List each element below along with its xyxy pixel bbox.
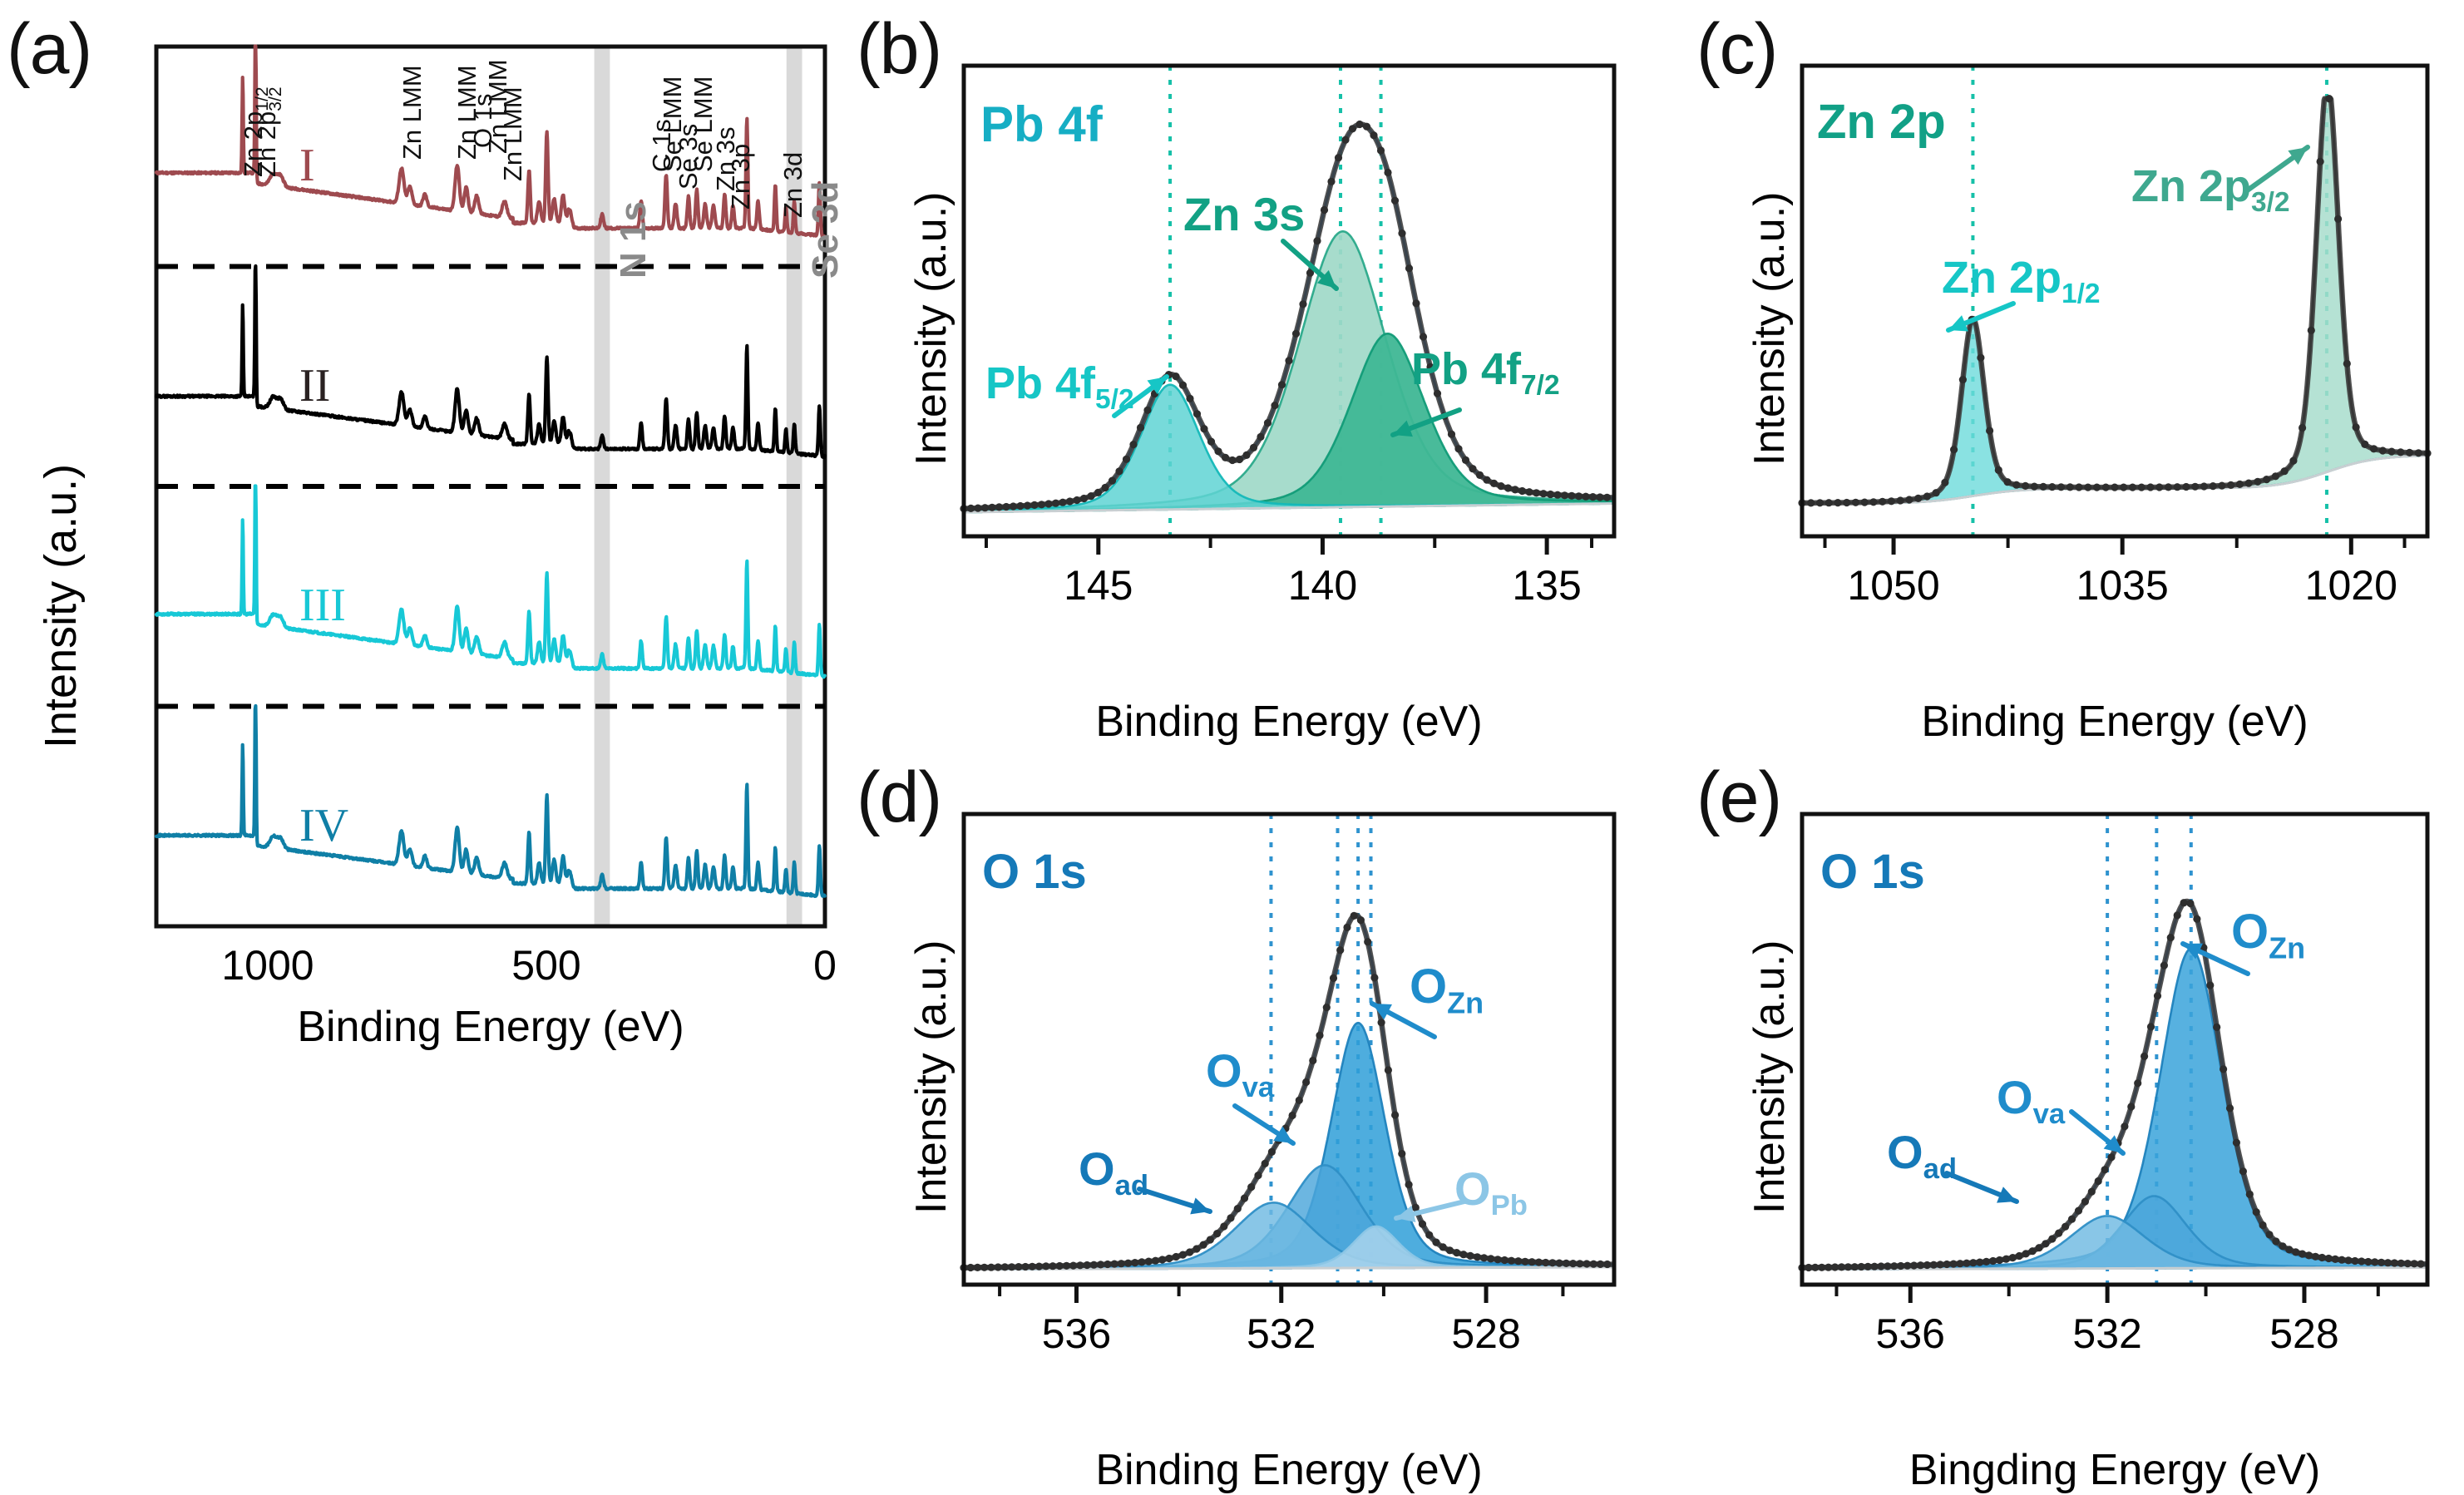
panel-b-anno-pb4f72: Pb 4f7/2 <box>1411 344 1560 401</box>
panel-a-peak-label-1: Zn 2p3/2 <box>251 86 285 177</box>
panel-b-xlabel: Binding Energy (eV) <box>1095 698 1483 746</box>
panel-b-arrow-pb4f72 <box>1390 407 1462 437</box>
panel-c-ylabel: Intensity (a.u.) <box>1746 191 1794 466</box>
panel-c-title: Zn 2p <box>1817 95 1946 149</box>
panel-a-curve-label-3: III <box>299 580 346 632</box>
panel-b-plot <box>960 62 1617 578</box>
panel-c-anno-zn2p12: Zn 2p1/2 <box>1942 253 2101 309</box>
panel-d-label: (d) <box>857 757 942 837</box>
panel-a-peak-label-12: Zn 3p <box>725 143 755 210</box>
panel-e-label: (e) <box>1696 757 1782 837</box>
panel-a-curve-label-4: IV <box>299 799 349 851</box>
panel-d-anno-opb: OPb <box>1454 1162 1528 1222</box>
panel-c-label: (c) <box>1696 9 1778 89</box>
panel-a-peak-label-6: Zn LMM <box>498 86 528 181</box>
panel-d-xlabel: Binding Energy (eV) <box>1095 1446 1483 1494</box>
panel-d-plot <box>960 811 1617 1326</box>
panel-e-xtick-536: 536 <box>1875 1310 1945 1357</box>
panel-a-label: (a) <box>7 9 92 89</box>
panel-a-curve-label-1: I <box>299 140 315 192</box>
panel-d-xtick-532: 532 <box>1247 1310 1316 1357</box>
panel-c-xtick-1035: 1035 <box>2076 562 2169 609</box>
panel-d-anno-oad: Oad <box>1079 1142 1149 1202</box>
panel-e-xtick-528: 528 <box>2269 1310 2339 1357</box>
panel-e-ylabel: Intensity (a.u.) <box>1746 940 1794 1214</box>
panel-d-ylabel: Intensity (a.u.) <box>907 940 955 1214</box>
panel-e-arrow-oad <box>1944 1171 2019 1204</box>
panel-b-arrow-zn3s <box>1281 239 1339 291</box>
panel-a-plot <box>150 42 832 931</box>
xps-figure: (a) Intensity (a.u.) Binding Energy (eV)… <box>7 9 2432 1494</box>
panel-c-plot <box>1798 62 2432 578</box>
panel-b-svg <box>960 63 1617 555</box>
panel-b-label: (b) <box>857 9 942 89</box>
panel-b-ylabel: Intensity (a.u.) <box>907 191 955 466</box>
panel-c-svg <box>1798 63 2432 555</box>
panel-b-anno-zn3s: Zn 3s <box>1183 188 1306 240</box>
panel-c-xtick-1050: 1050 <box>1847 562 1940 609</box>
panel-e-anno-ova: Ova <box>1997 1071 2066 1131</box>
panel-b-xtick-145: 145 <box>1064 562 1133 609</box>
panel-a-xtick-500: 500 <box>511 942 581 989</box>
panel-a-svg <box>154 44 827 929</box>
panel-e-xtick-532: 532 <box>2072 1310 2142 1357</box>
panel-a-ylabel: Intensity (a.u.) <box>36 463 86 748</box>
panel-a-peak-label-13: Zn 3d <box>778 151 808 218</box>
panel-e-arrow-ova <box>2069 1109 2126 1156</box>
panel-c-xtick-1020: 1020 <box>2304 562 2397 609</box>
panel-d-svg <box>960 812 1617 1303</box>
panel-a-xlabel: Binding Energy (eV) <box>297 1003 684 1051</box>
panel-d-arrow-ova <box>1232 1103 1296 1146</box>
panel-d-arrow-oad <box>1137 1187 1212 1215</box>
panel-d-xtick-536: 536 <box>1041 1310 1112 1357</box>
panel-c-arrow-zn2p32 <box>2244 145 2310 194</box>
panel-a-peak-label-2: Zn LMM <box>397 65 427 160</box>
panel-a-curve-label-2: II <box>299 359 331 412</box>
panel-c-arrow-zn2p12 <box>1946 301 2016 333</box>
panel-b-xtick-135: 135 <box>1512 562 1582 609</box>
panel-d-anno-ozn: OZn <box>1410 960 1484 1020</box>
panel-c-xlabel: Binding Energy (eV) <box>1921 698 2308 746</box>
panel-d-xtick-528: 528 <box>1451 1310 1521 1357</box>
panel-b-title: Pb 4f <box>980 96 1103 152</box>
panel-a-band-label-1: Se 3d <box>805 180 847 279</box>
panel-d-title: O 1s <box>982 845 1087 899</box>
panel-d-arrow-ozn <box>1370 1001 1437 1039</box>
panel-e-anno-ozn: OZn <box>2231 905 2306 965</box>
panel-c-anno-zn2p32: Zn 2p3/2 <box>2131 161 2290 218</box>
panel-e-arrow-ozn <box>2180 941 2250 976</box>
panel-b-anno-pb4f52: Pb 4f5/2 <box>985 358 1134 415</box>
panel-a-band-label-0: N 1s <box>613 201 654 279</box>
panel-e-anno-oad: Oad <box>1887 1126 1958 1186</box>
panel-b-arrow-pb4f52 <box>1112 374 1169 418</box>
panel-d-anno-ova: Ova <box>1206 1044 1275 1104</box>
panel-b-xtick-140: 140 <box>1287 562 1358 609</box>
panel-a-xtick-1000: 1000 <box>221 942 314 989</box>
panel-a-xtick-0: 0 <box>813 942 837 989</box>
panel-e-xlabel: Bingding Energy (eV) <box>1908 1446 2321 1494</box>
panel-d-arrow-opb <box>1394 1199 1467 1223</box>
panel-e-title: O 1s <box>1820 845 1925 899</box>
